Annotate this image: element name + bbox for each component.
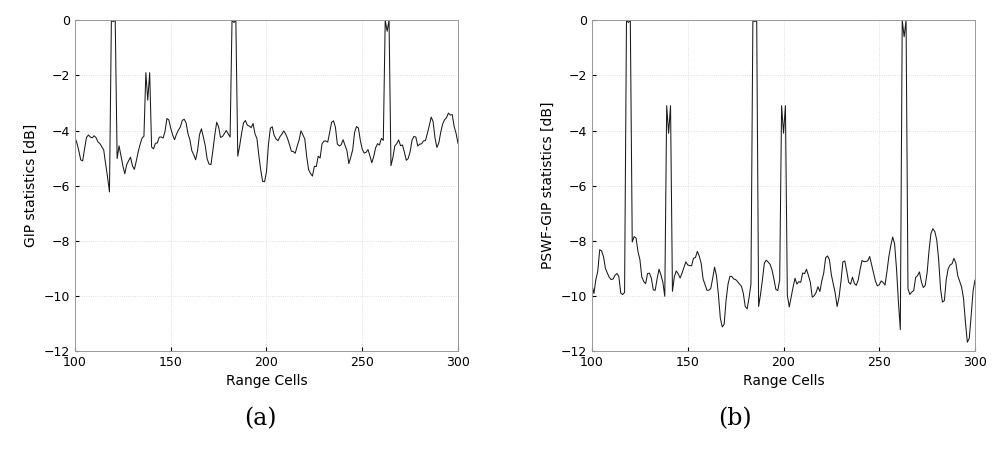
Y-axis label: GIP statistics [dB]: GIP statistics [dB] [24,124,38,247]
X-axis label: Range Cells: Range Cells [743,374,824,388]
X-axis label: Range Cells: Range Cells [226,374,307,388]
Text: (b): (b) [718,407,752,430]
Text: (a): (a) [244,407,276,430]
Y-axis label: PSWF-GIP statistics [dB]: PSWF-GIP statistics [dB] [541,102,555,270]
